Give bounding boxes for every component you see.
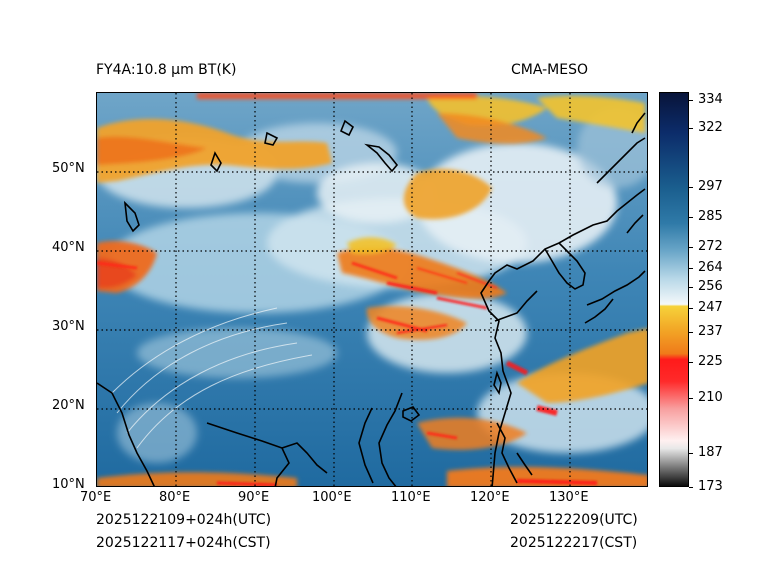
lon-label-130: 130°E	[549, 490, 589, 505]
colorbar-tick-label: 187	[698, 445, 723, 460]
colorbar-tick-label: 256	[698, 279, 723, 294]
colorbar-tick-mark	[689, 332, 693, 333]
colorbar-tick-label: 264	[698, 260, 723, 275]
satellite-map	[96, 92, 648, 487]
lat-label-40: 40°N	[52, 240, 85, 255]
colorbar-tick-label: 247	[698, 300, 723, 315]
colorbar-tick-mark	[689, 100, 693, 101]
lon-label-70: 70°E	[80, 490, 112, 505]
colorbar-tick-mark	[689, 287, 693, 288]
coastlines	[97, 112, 646, 486]
lon-label-120: 120°E	[470, 490, 510, 505]
plot-title: FY4A:10.8 µm BT(K)	[96, 62, 237, 78]
colorbar-tick-mark	[689, 308, 693, 309]
colorbar-tick-mark	[689, 398, 693, 399]
lat-label-50: 50°N	[52, 161, 85, 176]
lon-label-80: 80°E	[159, 490, 191, 505]
colorbar	[659, 92, 689, 487]
colorbar-tick-label: 237	[698, 324, 723, 339]
colorbar-tick-label: 210	[698, 390, 723, 405]
colorbar-tick-mark	[689, 487, 693, 488]
colorbar-tick-mark	[689, 128, 693, 129]
colorbar-tick-label: 225	[698, 354, 723, 369]
init-time-cst: 2025122117+024h(CST)	[96, 535, 271, 551]
cloud-cold-tops	[97, 93, 647, 486]
colorbar-tick-mark	[689, 217, 693, 218]
colorbar-gradient	[660, 93, 688, 486]
colorbar-tick-mark	[689, 187, 693, 188]
satellite-imagery	[97, 93, 647, 486]
graticule	[97, 93, 647, 486]
colorbar-tick-label: 173	[698, 479, 723, 494]
lon-label-100: 100°E	[312, 490, 352, 505]
init-time-utc: 2025122109+024h(UTC)	[96, 512, 272, 528]
model-name: CMA-MESO	[511, 62, 589, 78]
colorbar-tick-mark	[689, 268, 693, 269]
valid-time-cst: 2025122217(CST)	[510, 535, 638, 551]
colorbar-tick-mark	[689, 453, 693, 454]
colorbar-tick-label: 285	[698, 209, 723, 224]
lon-label-110: 110°E	[391, 490, 431, 505]
colorbar-tick-mark	[689, 362, 693, 363]
cloud-convective-streaks	[97, 261, 598, 486]
colorbar-tick-label: 322	[698, 120, 723, 135]
lat-label-20: 20°N	[52, 398, 85, 413]
lat-label-10: 10°N	[52, 477, 85, 492]
lon-label-90: 90°E	[238, 490, 270, 505]
colorbar-tick-label: 334	[698, 92, 723, 107]
colorbar-tick-label: 297	[698, 179, 723, 194]
valid-time-utc: 2025122209(UTC)	[510, 512, 638, 528]
cirrus-streaks	[111, 307, 313, 449]
colorbar-tick-label: 272	[698, 239, 723, 254]
lat-label-30: 30°N	[52, 319, 85, 334]
colorbar-tick-mark	[689, 247, 693, 248]
